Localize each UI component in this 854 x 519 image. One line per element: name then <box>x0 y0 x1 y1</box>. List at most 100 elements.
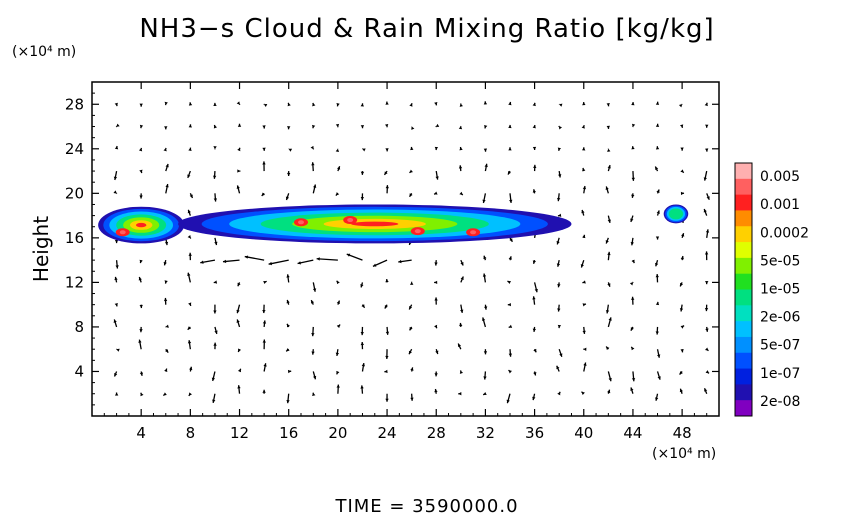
wind-vector-head <box>656 189 660 194</box>
colorbar-label: 0.005 <box>760 169 800 185</box>
y-tick-label: 24 <box>65 140 84 158</box>
wind-vector-head <box>460 309 464 313</box>
y-tick-label: 12 <box>65 273 84 291</box>
wind-vector-head <box>435 123 440 127</box>
wind-vector-head <box>434 388 438 393</box>
wind-vector-head <box>336 280 340 285</box>
wind-vector-head <box>262 161 266 165</box>
wind-vector-head <box>187 272 191 277</box>
wind-vector-head <box>582 147 586 151</box>
colorbar-swatch <box>735 368 752 385</box>
wind-vector-head <box>410 281 414 285</box>
wind-vector-head <box>346 253 351 257</box>
wind-vector-head <box>680 256 684 260</box>
wind-vector-head <box>200 260 204 264</box>
wind-vector-head <box>434 146 439 151</box>
wind-vector-head <box>557 147 562 151</box>
wind-vector-head <box>558 126 562 130</box>
wind-vector-head <box>434 101 438 106</box>
wind-vector-head <box>287 369 292 374</box>
wind-vector-head <box>311 333 315 337</box>
wind-vector-head <box>704 251 709 255</box>
wind-vector-head <box>409 103 413 107</box>
wind-vector-head <box>680 191 685 196</box>
wind-vector-head <box>582 234 586 239</box>
x-axis: 4 8 12 16 20 24 28 32 36 40 44 48 <box>103 82 708 442</box>
wind-vector-head <box>680 147 684 151</box>
wind-vector-head <box>237 282 241 287</box>
colorbar-swatch <box>735 321 752 338</box>
wind-vector-head <box>213 102 217 106</box>
x-tick-label: 32 <box>476 424 495 442</box>
wind-vector-head <box>558 103 563 107</box>
wind-vector-head <box>139 195 143 199</box>
wind-vector-head <box>679 371 683 375</box>
wind-vector-head <box>410 146 414 151</box>
wind-vector-head <box>213 310 217 314</box>
colorbar-label: 5e-07 <box>760 338 800 354</box>
wind-vector-head <box>532 189 537 193</box>
wind-vector-head <box>238 348 242 352</box>
wind-vector-head <box>558 174 562 178</box>
wind-vector-head <box>607 219 611 223</box>
wind-vector-head <box>705 370 709 374</box>
wind-vector-head <box>482 273 487 277</box>
wind-vector-head <box>508 124 512 129</box>
wind-vector-head <box>434 297 438 301</box>
x-tick-label: 12 <box>230 424 249 442</box>
wind-vector-head <box>705 148 709 152</box>
wind-vector-head <box>139 329 143 333</box>
colorbar-swatch <box>735 273 752 290</box>
wind-vector-head <box>115 265 119 269</box>
x-tick-label: 28 <box>427 424 446 442</box>
wind-vector-head <box>212 399 216 403</box>
wind-vector-head <box>286 323 290 328</box>
x-unit-label: (×10⁴ m) <box>652 446 717 462</box>
wind-vector-head <box>631 146 635 150</box>
wind-vector-head <box>213 342 217 346</box>
wind-vector-head <box>410 367 414 371</box>
wind-vector-head <box>212 175 217 179</box>
wind-vector-head <box>384 123 389 128</box>
wind-vector-head <box>508 101 512 106</box>
cloud-core <box>347 218 354 223</box>
wind-vector-head <box>335 123 340 128</box>
wind-vector-head <box>483 391 487 395</box>
wind-vector-head <box>705 229 710 233</box>
wind-vector-head <box>165 163 169 168</box>
wind-vector-head <box>312 102 316 107</box>
wind-vector-head <box>460 262 464 266</box>
wind-vector-head <box>360 197 365 201</box>
wind-vector-head <box>704 308 709 312</box>
wind-vector-head <box>483 101 488 105</box>
wind-vector-head <box>385 355 389 360</box>
wind-vector-head <box>335 352 340 356</box>
wind-vector-head <box>113 176 118 180</box>
wind-vector-head <box>286 172 291 177</box>
wind-vector-head <box>532 396 536 401</box>
wind-vector-head <box>316 257 320 261</box>
wind-vector-head <box>607 251 611 256</box>
colorbar-swatch <box>735 384 752 401</box>
wind-vector-head <box>631 296 635 300</box>
wind-vector-head <box>629 282 634 286</box>
wind-vector-head <box>236 319 240 323</box>
wind-vector-head <box>483 148 488 152</box>
wind-vector-head <box>435 350 439 355</box>
colorbar-swatch <box>735 242 752 259</box>
wind-vector-head <box>583 362 587 366</box>
wind-vector-head <box>458 392 462 396</box>
wind-vector-head <box>286 348 290 352</box>
wind-vector-head <box>458 125 463 130</box>
wind-vector-head <box>655 146 660 150</box>
wind-vector-head <box>582 185 587 190</box>
cloud-contour <box>668 208 684 220</box>
cloud-core <box>119 230 126 235</box>
wind-vector-head <box>139 124 144 129</box>
wind-vector-head <box>140 392 144 397</box>
wind-vector-head <box>114 276 118 281</box>
wind-vector-head <box>580 264 584 268</box>
wind-vector-head <box>312 392 316 397</box>
wind-vector-head <box>655 166 659 170</box>
wind-vector-head <box>704 102 708 107</box>
